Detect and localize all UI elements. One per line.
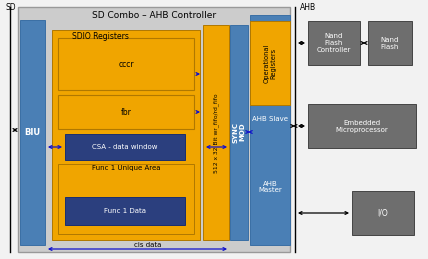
- Bar: [20, 20, 45, 245]
- Text: Operational
Registers: Operational Registers: [264, 43, 276, 83]
- Text: Nand
Flash: Nand Flash: [381, 37, 399, 49]
- Bar: [52, 30, 200, 240]
- Bar: [58, 95, 194, 129]
- Text: cccr: cccr: [118, 60, 134, 68]
- Bar: [308, 104, 416, 148]
- Bar: [203, 25, 229, 240]
- Bar: [58, 38, 194, 90]
- Bar: [58, 164, 194, 234]
- Bar: [65, 134, 185, 160]
- Text: 512 x 32 Bit wr_fifo/rd_fifo: 512 x 32 Bit wr_fifo/rd_fifo: [213, 93, 219, 173]
- Text: Embedded
Microprocessor: Embedded Microprocessor: [336, 119, 388, 133]
- Text: AHB Slave: AHB Slave: [252, 116, 288, 122]
- Text: AHB
Master: AHB Master: [258, 181, 282, 193]
- Text: SDIO Registers: SDIO Registers: [71, 32, 128, 40]
- Text: I/O: I/O: [377, 208, 388, 218]
- Bar: [230, 25, 248, 240]
- Text: fbr: fbr: [121, 107, 131, 117]
- Text: BIU: BIU: [24, 127, 40, 136]
- Text: Func 1 Data: Func 1 Data: [104, 208, 146, 214]
- Text: Nand
Flash
Controller: Nand Flash Controller: [317, 33, 351, 53]
- Text: AHB: AHB: [300, 3, 316, 11]
- Bar: [368, 21, 412, 65]
- Text: Func 1 Unique Area: Func 1 Unique Area: [92, 165, 160, 171]
- Bar: [308, 21, 360, 65]
- Bar: [65, 197, 185, 225]
- Bar: [352, 191, 414, 235]
- Bar: [250, 15, 290, 245]
- Text: SD Combo – AHB Controller: SD Combo – AHB Controller: [92, 11, 216, 19]
- Text: CSA - data window: CSA - data window: [92, 144, 158, 150]
- Bar: [18, 7, 290, 252]
- Text: cis data: cis data: [134, 242, 162, 248]
- Text: SD: SD: [5, 3, 16, 11]
- Text: SYNC
MOD: SYNC MOD: [232, 121, 246, 142]
- Bar: [250, 21, 290, 105]
